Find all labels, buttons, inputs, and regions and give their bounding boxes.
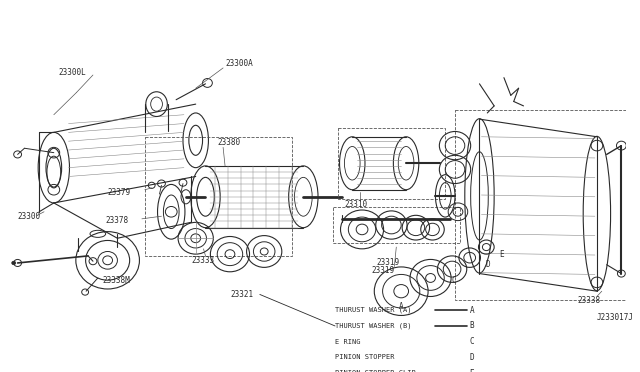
Text: 23380: 23380 [217,138,241,147]
Text: E RING: E RING [335,339,360,345]
Text: D: D [485,260,490,269]
Text: THURUST WASHER (A): THURUST WASHER (A) [335,307,412,314]
Text: E: E [499,250,504,259]
Text: B: B [470,321,474,330]
Text: 23319: 23319 [377,259,400,267]
Text: E: E [470,369,474,372]
Ellipse shape [12,261,15,265]
Text: C: C [451,276,456,285]
Text: 23300A: 23300A [225,59,253,68]
Bar [333,207,460,243]
Text: THURUST WASHER (B): THURUST WASHER (B) [335,323,412,329]
Text: 23300L: 23300L [59,68,86,77]
Text: 23379: 23379 [108,188,131,197]
Text: 23338M: 23338M [103,276,131,285]
Bar [455,110,627,300]
Text: 23310: 23310 [344,200,367,209]
Text: 23338: 23338 [577,295,600,305]
Text: 23378: 23378 [106,216,129,225]
Bar [145,137,292,256]
Text: PINION STOPPER: PINION STOPPER [335,355,394,360]
Bar [337,128,445,199]
Text: PINION STOPPER CLIP: PINION STOPPER CLIP [335,370,416,372]
Text: 23321: 23321 [230,290,253,299]
Text: J233017J: J233017J [597,313,634,322]
Text: A: A [470,306,474,315]
Text: 23333: 23333 [192,256,215,265]
Text: 23319: 23319 [372,266,395,275]
Text: D: D [470,353,474,362]
Text: 23300: 23300 [18,212,41,221]
Text: A: A [399,302,404,311]
Text: C: C [470,337,474,346]
